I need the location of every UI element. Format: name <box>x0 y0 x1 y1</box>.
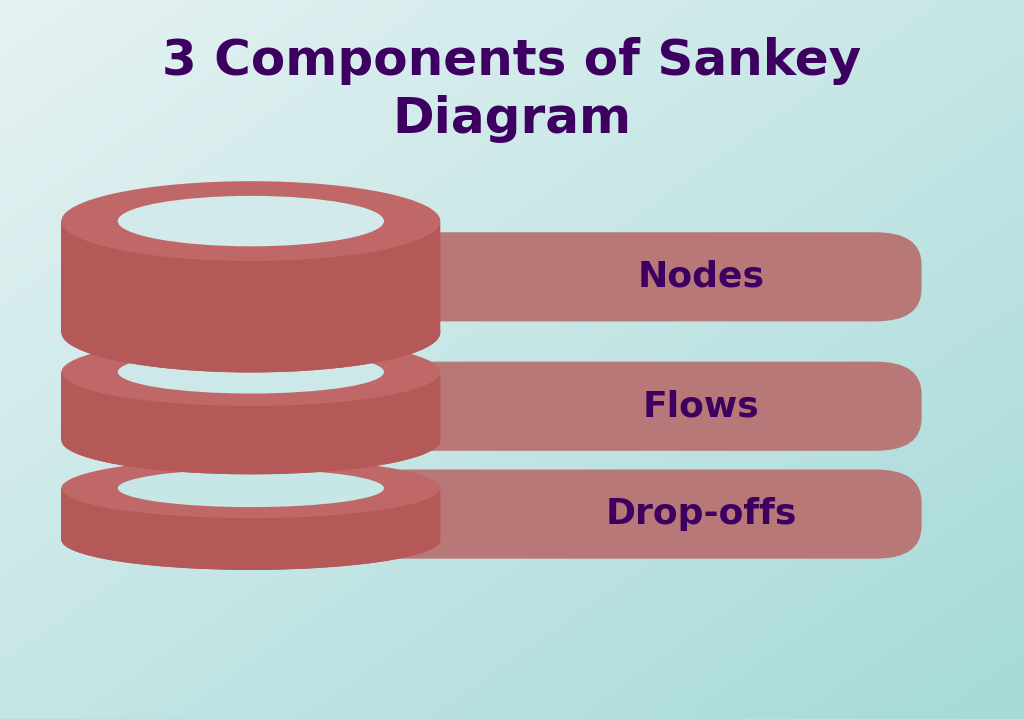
Ellipse shape <box>118 351 384 393</box>
Ellipse shape <box>61 406 440 475</box>
Text: Drop-offs: Drop-offs <box>606 497 797 531</box>
Ellipse shape <box>61 510 440 570</box>
Text: Nodes: Nodes <box>638 260 765 294</box>
Polygon shape <box>61 221 440 332</box>
Polygon shape <box>61 488 440 570</box>
Polygon shape <box>61 372 440 475</box>
Text: 3 Components of Sankey
Diagram: 3 Components of Sankey Diagram <box>163 37 861 142</box>
Ellipse shape <box>61 293 440 372</box>
Ellipse shape <box>118 470 384 507</box>
Polygon shape <box>61 221 440 372</box>
Polygon shape <box>61 488 440 540</box>
Polygon shape <box>118 488 384 559</box>
Ellipse shape <box>118 196 384 247</box>
Ellipse shape <box>61 458 440 518</box>
Ellipse shape <box>61 338 440 406</box>
Polygon shape <box>118 372 384 462</box>
Polygon shape <box>118 221 384 358</box>
FancyBboxPatch shape <box>358 362 922 451</box>
FancyBboxPatch shape <box>358 470 922 559</box>
Ellipse shape <box>61 181 440 261</box>
FancyBboxPatch shape <box>358 232 922 321</box>
Text: Flows: Flows <box>643 389 760 423</box>
Polygon shape <box>61 372 440 440</box>
